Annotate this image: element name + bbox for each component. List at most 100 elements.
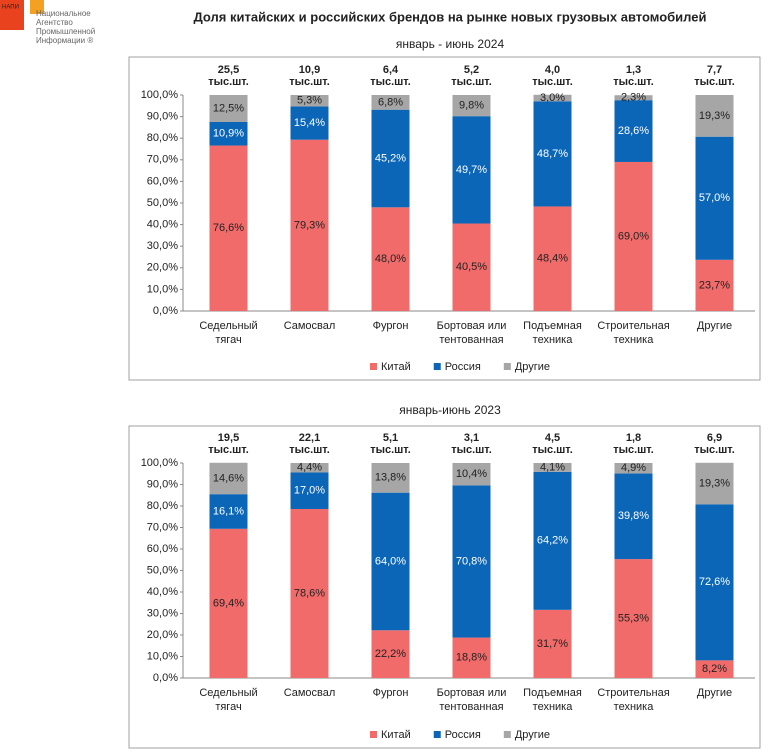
- y-tick-label: 40,0%: [147, 586, 178, 598]
- logo-text: Агентство: [36, 18, 73, 27]
- data-label: 5,3%: [297, 95, 322, 107]
- data-label: 64,0%: [375, 555, 406, 567]
- x-tick-label: Седельный тягач: [199, 687, 258, 713]
- y-tick-label: 90,0%: [147, 478, 178, 490]
- x-tick-label: Бортовая или тентованная: [436, 687, 507, 713]
- bar-segment: [533, 206, 572, 311]
- y-tick-label: 10,0%: [147, 650, 178, 662]
- bar-segment: [452, 95, 491, 117]
- bar-segment: [209, 145, 248, 311]
- total-label: 1,3: [626, 64, 641, 76]
- data-label: 79,3%: [294, 219, 325, 231]
- bar-segment: [371, 207, 410, 311]
- y-tick-label: 100,0%: [141, 89, 179, 101]
- data-label: 23,7%: [699, 279, 730, 291]
- data-label: 48,4%: [537, 253, 568, 265]
- bar-segment: [290, 106, 329, 140]
- x-tick-label: Бортовая или тентованная: [436, 320, 507, 346]
- y-tick-label: 30,0%: [147, 240, 178, 252]
- total-label: 25,5: [218, 64, 239, 76]
- logo-text: Промышленной: [36, 27, 95, 36]
- bar-segment: [209, 528, 248, 678]
- y-tick-label: 100,0%: [141, 457, 179, 469]
- y-tick-label: 40,0%: [147, 219, 178, 231]
- bar-segment: [614, 161, 653, 311]
- data-label: 16,1%: [213, 505, 244, 517]
- total-label: 5,2: [464, 64, 479, 76]
- bar-segment: [371, 630, 410, 678]
- y-tick-label: 60,0%: [147, 543, 178, 555]
- data-label: 2,3%: [621, 92, 646, 104]
- x-tick-label: Фургон: [372, 687, 409, 699]
- bar-segment: [209, 95, 248, 122]
- total-label: 6,4: [383, 64, 399, 76]
- logo-mark: НАПИ: [2, 5, 19, 11]
- data-label: 14,6%: [213, 472, 244, 484]
- data-label: 10,9%: [213, 128, 244, 140]
- y-tick-label: 60,0%: [147, 175, 178, 187]
- bar-segment: [533, 471, 572, 610]
- x-tick-label: Седельный тягач: [199, 320, 258, 346]
- bar-segment: [695, 660, 734, 678]
- x-tick-label: Фургон: [372, 320, 409, 332]
- data-label: 28,6%: [618, 125, 649, 137]
- legend-swatch: [370, 363, 377, 370]
- bar-segment: [533, 463, 572, 472]
- y-tick-label: 10,0%: [147, 283, 178, 295]
- legend-label: Россия: [445, 729, 481, 741]
- total-label: 5,1: [383, 432, 398, 444]
- total-unit: тыс.шт.: [370, 76, 411, 88]
- data-label: 39,8%: [618, 510, 649, 522]
- legend-label: Другие: [515, 361, 550, 373]
- bar-segment: [614, 100, 653, 162]
- legend-swatch: [503, 363, 511, 370]
- x-tick-label: Самосвал: [283, 687, 336, 699]
- bar-segment: [452, 485, 491, 638]
- total-unit: тыс.шт.: [208, 444, 249, 456]
- total-label: 22,1: [299, 432, 320, 444]
- total-unit: тыс.шт.: [289, 444, 330, 456]
- legend-label: Россия: [445, 361, 481, 373]
- total-label: 3,1: [464, 432, 479, 444]
- data-label: 9,8%: [459, 99, 484, 111]
- bar-segment: [371, 95, 410, 110]
- chart-title: январь - июнь 2024: [396, 37, 505, 51]
- bar-segment: [695, 136, 734, 260]
- chart-frame: [128, 425, 761, 749]
- data-label: 18,8%: [456, 652, 487, 664]
- total-unit: тыс.шт.: [208, 76, 249, 88]
- data-label: 4,4%: [297, 462, 322, 474]
- y-tick-label: 90,0%: [147, 111, 178, 123]
- bar-segment: [614, 559, 653, 678]
- data-label: 31,7%: [537, 638, 568, 650]
- legend-swatch: [370, 731, 377, 738]
- total-unit: тыс.шт.: [694, 76, 735, 88]
- bar-segment: [452, 637, 491, 678]
- legend-swatch: [503, 731, 511, 738]
- x-tick-label: Другие: [696, 687, 733, 699]
- bar-segment: [290, 139, 329, 311]
- y-tick-label: 50,0%: [147, 197, 178, 209]
- legend-swatch: [433, 363, 441, 370]
- bar-segment: [695, 259, 734, 311]
- bar-segment: [614, 463, 653, 474]
- bar-segment: [290, 509, 329, 678]
- data-label: 4,9%: [621, 462, 646, 474]
- y-tick-label: 0,0%: [153, 305, 178, 317]
- data-label: 70,8%: [456, 555, 487, 567]
- data-label: 15,4%: [294, 117, 325, 129]
- bar-segment: [533, 609, 572, 678]
- y-tick-label: 50,0%: [147, 564, 178, 576]
- data-label: 3,0%: [540, 92, 565, 104]
- data-label: 13,8%: [375, 472, 406, 484]
- legend-swatch: [433, 731, 441, 738]
- total-unit: тыс.шт.: [532, 76, 573, 88]
- total-label: 10,9: [299, 64, 320, 76]
- data-label: 57,0%: [699, 192, 730, 204]
- bar-segment: [533, 101, 572, 207]
- data-label: 17,0%: [294, 485, 325, 497]
- total-unit: тыс.шт.: [451, 76, 492, 88]
- data-label: 19,3%: [699, 110, 730, 122]
